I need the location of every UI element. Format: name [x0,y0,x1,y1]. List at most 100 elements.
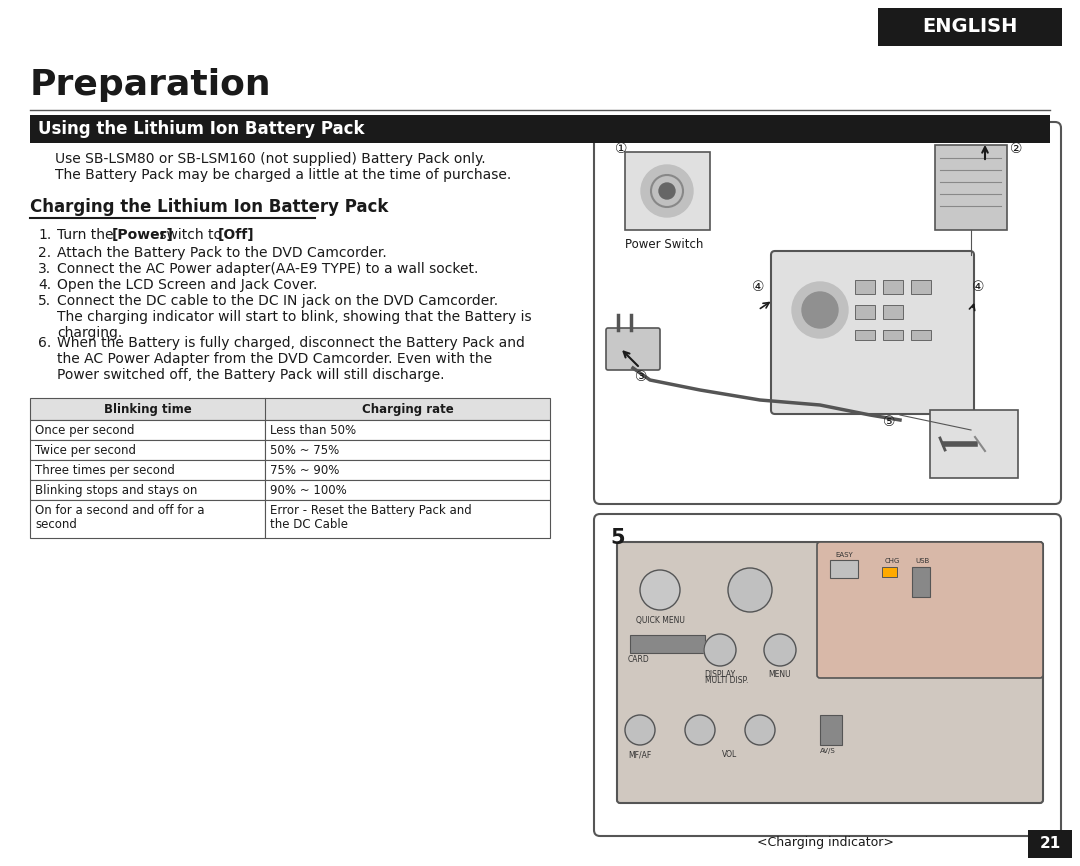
Bar [930,410,1018,478]
Text: CHG: CHG [885,558,901,564]
Bar [1028,830,1072,858]
Text: 90% ~ 100%: 90% ~ 100% [270,484,347,497]
Bar [265,460,550,480]
Text: MULTI DISP.: MULTI DISP. [705,676,748,685]
FancyBboxPatch shape [617,542,1043,803]
Bar [855,330,875,340]
Bar [878,8,1062,46]
Text: 4.: 4. [38,278,51,292]
Text: OK: OK [743,584,757,592]
Text: MF/AF: MF/AF [629,750,651,759]
Circle shape [764,634,796,666]
Bar [30,115,1050,143]
Text: MF/AF: MF/AF [629,723,651,733]
Bar [30,420,265,440]
Text: Power switched off, the Battery Pack will still discharge.: Power switched off, the Battery Pack wil… [57,368,445,382]
Bar [855,280,875,294]
Text: Preparation: Preparation [30,68,272,102]
Bar [831,560,858,578]
FancyBboxPatch shape [816,542,1043,678]
Text: 21: 21 [1039,837,1061,851]
Bar [625,152,710,230]
Text: Connect the AC Power adapter(AA-E9 TYPE) to a wall socket.: Connect the AC Power adapter(AA-E9 TYPE)… [57,262,478,276]
Text: CARD: CARD [627,655,650,664]
Text: When the Battery is fully charged, disconnect the Battery Pack and: When the Battery is fully charged, disco… [57,336,525,350]
Text: ENGLISH: ENGLISH [922,17,1017,36]
Text: 50% ~ 75%: 50% ~ 75% [270,444,339,457]
Bar [855,305,875,319]
FancyBboxPatch shape [771,251,974,414]
Text: 1.: 1. [38,228,51,242]
Circle shape [802,292,838,328]
Text: Connect the DC cable to the DC IN jack on the DVD Camcorder.: Connect the DC cable to the DC IN jack o… [57,294,498,308]
Bar [265,420,550,440]
Circle shape [728,568,772,612]
Bar [883,330,903,340]
Text: ⑤: ⑤ [883,415,895,429]
Circle shape [625,715,654,745]
Circle shape [659,183,675,199]
Text: QUICK MENU: QUICK MENU [635,616,685,625]
Text: Power Switch: Power Switch [625,238,703,251]
Text: Error - Reset the Battery Pack and: Error - Reset the Battery Pack and [270,504,472,517]
Text: switch to: switch to [156,228,227,242]
Bar [935,145,1007,230]
Text: Twice per second: Twice per second [35,444,136,457]
Text: Charging the Lithium Ion Battery Pack: Charging the Lithium Ion Battery Pack [30,198,389,216]
Bar [820,715,842,745]
Bar [912,280,931,294]
Text: [Off]: [Off] [218,228,255,242]
Text: second: second [35,518,77,531]
Text: 2.: 2. [38,246,51,260]
Text: 75% ~ 90%: 75% ~ 90% [270,464,339,477]
Text: USB: USB [915,558,929,564]
Text: [Power]: [Power] [112,228,174,242]
Text: Once per second: Once per second [35,424,135,437]
Text: MENU: MENU [769,670,792,679]
Bar [30,460,265,480]
Bar [30,398,550,420]
Text: -: - [699,723,701,733]
Text: Open the LCD Screen and Jack Cover.: Open the LCD Screen and Jack Cover. [57,278,318,292]
Text: ③: ③ [635,370,648,384]
Circle shape [704,634,735,666]
Text: Blinking stops and stays on: Blinking stops and stays on [35,484,198,497]
Text: The charging indicator will start to blink, showing that the Battery is: The charging indicator will start to bli… [57,310,531,324]
Text: Blinking time: Blinking time [104,403,191,416]
Text: ④: ④ [972,280,985,294]
Text: VOL: VOL [723,750,738,759]
Text: 5: 5 [610,528,624,548]
Text: Attach the Battery Pack to the DVD Camcorder.: Attach the Battery Pack to the DVD Camco… [57,246,387,260]
Text: Three times per second: Three times per second [35,464,175,477]
Text: DISPLAY: DISPLAY [704,670,735,679]
Text: EASY: EASY [835,552,853,558]
FancyBboxPatch shape [606,328,660,370]
Text: Using the Lithium Ion Battery Pack: Using the Lithium Ion Battery Pack [38,120,365,138]
Text: Use SB-LSM80 or SB-LSM160 (not supplied) Battery Pack only.: Use SB-LSM80 or SB-LSM160 (not supplied)… [55,152,486,166]
Bar [883,280,903,294]
Text: 3.: 3. [38,262,51,276]
Bar [30,440,265,460]
Circle shape [640,570,680,610]
Text: Charging rate: Charging rate [362,403,454,416]
Text: the AC Power Adapter from the DVD Camcorder. Even with the: the AC Power Adapter from the DVD Camcor… [57,352,492,366]
Bar [883,305,903,319]
Bar [882,567,897,577]
Text: charging.: charging. [57,326,122,340]
Bar [630,635,705,653]
Text: ①: ① [615,142,627,156]
Bar [265,500,550,538]
Text: The Battery Pack may be charged a little at the time of purchase.: The Battery Pack may be charged a little… [55,168,511,182]
Text: 5.: 5. [38,294,51,308]
Text: ④: ④ [752,280,765,294]
Bar [30,480,265,500]
Text: the DC Cable: the DC Cable [270,518,348,531]
Bar [30,500,265,538]
Circle shape [792,282,848,338]
FancyBboxPatch shape [594,514,1061,836]
Text: +: + [757,723,764,733]
Text: On for a second and off for a: On for a second and off for a [35,504,204,517]
Circle shape [642,165,693,217]
Text: .: . [248,228,253,242]
Circle shape [745,715,775,745]
